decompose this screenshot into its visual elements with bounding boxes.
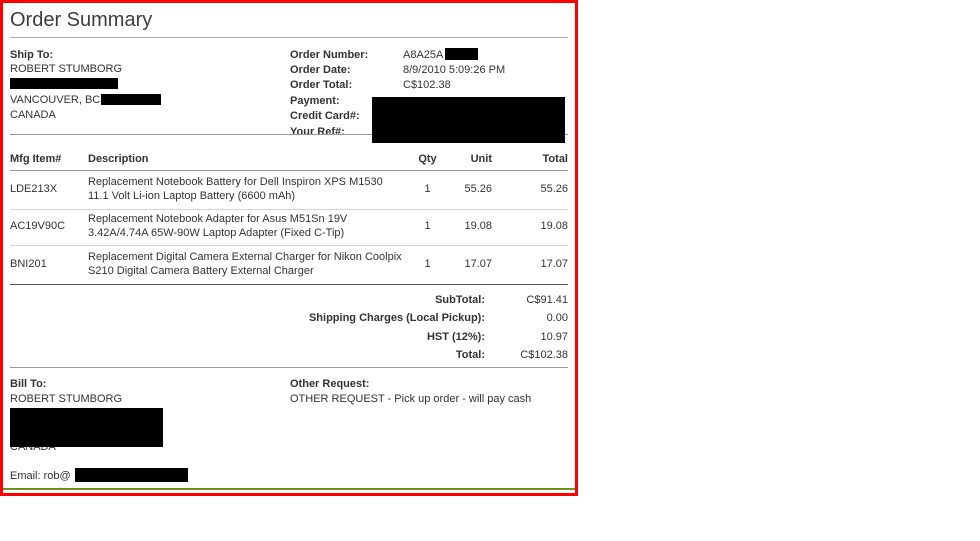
- redaction-bar-postal-code: [101, 94, 161, 105]
- tax-value: 10.97: [540, 331, 568, 343]
- your-ref-label: Your Ref#:: [290, 126, 345, 138]
- section-divider: [10, 134, 568, 135]
- row-divider: [10, 245, 568, 246]
- order-number-label: Order Number:: [290, 49, 369, 61]
- row-qty: 1: [424, 220, 431, 232]
- row-total-price: 17.07: [540, 258, 568, 270]
- subtotal-label: SubTotal:: [435, 294, 485, 306]
- col-header-description: Description: [88, 153, 149, 165]
- ship-to-label: Ship To:: [10, 49, 54, 61]
- row-qty: 1: [424, 258, 431, 270]
- col-header-unit: Unit: [470, 153, 492, 165]
- redaction-bar-email: [75, 468, 188, 482]
- other-request-label: Other Request:: [290, 378, 370, 390]
- redaction-bar-ship-address: [10, 78, 118, 89]
- row-description-line2: 3.42A/4.74A 65W-90W Laptop Adapter (Fixe…: [88, 227, 345, 239]
- title-divider: [10, 37, 568, 38]
- subtotal-value: C$91.41: [526, 294, 568, 306]
- order-date-value: 8/9/2010 5:09:26 PM: [403, 64, 506, 76]
- payment-label: Payment:: [290, 95, 340, 107]
- email-line: Email: rob@: [10, 470, 71, 482]
- bottom-green-line: [3, 488, 575, 490]
- ship-to-country: CANADA: [10, 109, 56, 121]
- bill-to-name: ROBERT STUMBORG: [10, 393, 123, 405]
- shipping-value: 0.00: [546, 312, 568, 324]
- row-total-price: 19.08: [540, 220, 568, 232]
- redaction-box-payment-info: [372, 97, 565, 143]
- row-unit-price: 55.26: [464, 183, 492, 195]
- row-divider: [10, 209, 568, 210]
- grand-total-value: C$102.38: [520, 349, 568, 361]
- order-summary-document: Order Summary Ship To: ROBERT STUMBORG V…: [0, 0, 578, 496]
- row-mfg-item: AC19V90C: [10, 220, 66, 232]
- grand-total-label: Total:: [455, 349, 485, 361]
- col-header-qty: Qty: [418, 153, 437, 165]
- ship-to-city: VANCOUVER, BC: [10, 94, 101, 106]
- shipping-label: Shipping Charges (Local Pickup):: [308, 312, 485, 324]
- row-description-line1: Replacement Notebook Battery for Dell In…: [88, 176, 383, 188]
- credit-card-label: Credit Card#:: [290, 110, 360, 122]
- redaction-box-bill-address: [10, 408, 163, 447]
- table-header-divider: [10, 170, 568, 171]
- order-total-label: Order Total:: [290, 79, 353, 91]
- bill-to-label: Bill To:: [10, 378, 47, 390]
- row-total-price: 55.26: [540, 183, 568, 195]
- order-total-value: C$102.38: [403, 79, 451, 91]
- row-description-line1: Replacement Digital Camera External Char…: [88, 251, 402, 263]
- order-date-label: Order Date:: [290, 64, 351, 76]
- row-unit-price: 17.07: [464, 258, 492, 270]
- col-header-total: Total: [542, 153, 568, 165]
- row-description-line1: Replacement Notebook Adapter for Asus M5…: [88, 213, 348, 225]
- totals-divider: [10, 367, 568, 368]
- row-qty: 1: [424, 183, 431, 195]
- row-unit-price: 19.08: [464, 220, 492, 232]
- table-bottom-divider: [10, 284, 568, 285]
- ship-to-name: ROBERT STUMBORG: [10, 63, 123, 75]
- row-mfg-item: BNI201: [10, 258, 47, 270]
- row-description-line2: S210 Digital Camera Battery External Cha…: [88, 265, 314, 277]
- page-title: Order Summary: [10, 9, 153, 31]
- col-header-mfg-item: Mfg Item#: [10, 153, 62, 165]
- redaction-bar-order-number: [445, 48, 478, 60]
- tax-label: HST (12%):: [426, 331, 485, 343]
- row-mfg-item: LDE213X: [10, 183, 58, 195]
- row-description-line2: 11.1 Volt Li-ion Laptop Battery (6600 mA…: [88, 190, 296, 202]
- order-number-value: A8A25A: [403, 49, 444, 61]
- other-request-value: OTHER REQUEST - Pick up order - will pay…: [290, 393, 532, 405]
